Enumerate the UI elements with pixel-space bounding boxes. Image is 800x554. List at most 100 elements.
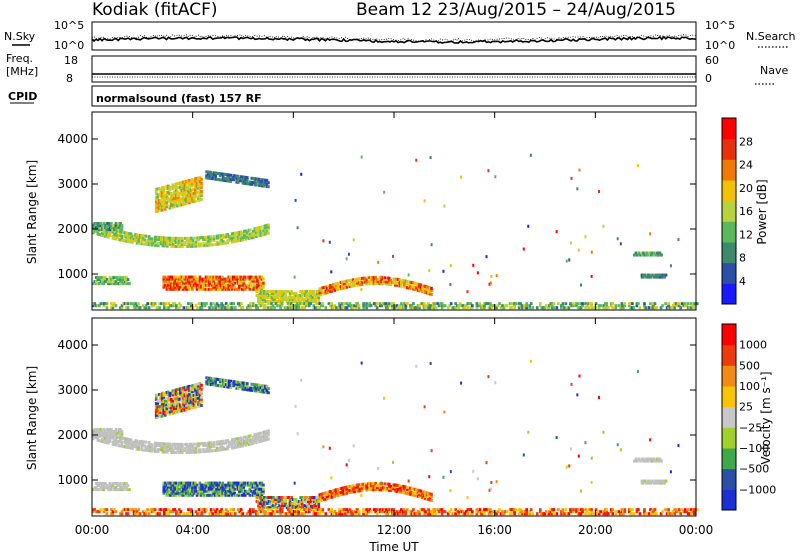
power-cell: [213, 277, 217, 281]
velocity-cell: [628, 510, 631, 514]
power-cell: [179, 181, 182, 185]
power-cell: [120, 238, 124, 242]
power-cell: [95, 280, 98, 284]
velocity-cell: [227, 493, 230, 497]
velocity-cell: [156, 409, 160, 413]
velocity-cell: [576, 393, 579, 397]
velocity-cell: [156, 407, 160, 411]
power-cell: [243, 179, 246, 183]
velocity-cell: [195, 397, 199, 401]
velocity-cell: [436, 508, 439, 512]
velocity-cell: [132, 442, 136, 446]
velocity-cell: [513, 510, 516, 514]
velocity-cell: [320, 492, 323, 496]
velocity-cell: [135, 447, 139, 451]
power-cell: [309, 290, 313, 293]
velocity-cell: [247, 438, 251, 442]
power-cell: [347, 252, 350, 256]
power-cell: [439, 302, 442, 306]
velocity-cell: [261, 502, 265, 506]
velocity-cell: [223, 384, 226, 388]
velocity-cell: [253, 385, 257, 389]
power-cell: [159, 302, 163, 306]
power-cell: [387, 302, 391, 306]
velocity-cell: [254, 487, 258, 491]
power-cell: [102, 280, 106, 284]
velocity-cell: [195, 489, 199, 493]
velocity-cell: [158, 448, 162, 452]
velocity-cell: [252, 435, 255, 439]
colorbar-tick-label: 12: [739, 228, 753, 241]
power-cell: [217, 178, 220, 182]
velocity-cell: [657, 459, 660, 463]
velocity-cell: [654, 459, 657, 463]
velocity-cell: [180, 493, 184, 497]
power-cell: [98, 228, 101, 232]
colorbar-swatch: [722, 180, 736, 202]
velocity-cell: [192, 485, 196, 489]
power-cell: [422, 306, 426, 310]
power-cell: [177, 193, 181, 197]
power-cell: [179, 187, 182, 191]
velocity-cell: [380, 481, 383, 485]
power-cell: [520, 304, 524, 308]
velocity-cell: [651, 457, 654, 461]
power-cell: [407, 286, 411, 290]
power-cell: [99, 280, 103, 284]
velocity-cell: [153, 449, 157, 453]
power-cell: [125, 280, 128, 284]
velocity-cell: [176, 400, 179, 404]
velocity-cell: [180, 489, 184, 493]
velocity-cell: [163, 411, 167, 415]
velocity-cell: [330, 512, 334, 516]
power-cell: [176, 182, 179, 186]
power-cell: [260, 285, 264, 289]
power-cell: [157, 201, 161, 205]
power-cell: [359, 279, 362, 283]
velocity-cell: [321, 496, 325, 500]
velocity-cell: [227, 485, 230, 489]
power-cell: [232, 240, 236, 244]
power-cell: [230, 232, 234, 236]
power-cell: [224, 241, 228, 245]
power-cell: [227, 279, 230, 283]
velocity-cell: [102, 486, 106, 490]
power-cell: [221, 285, 224, 289]
velocity-cell: [125, 441, 128, 445]
power-cell: [265, 223, 269, 227]
velocity-cell: [369, 482, 373, 486]
power-cell: [171, 203, 175, 207]
power-cell: [572, 302, 575, 306]
velocity-cell: [328, 446, 331, 450]
power-cell: [259, 225, 263, 229]
velocity-cell: [218, 487, 221, 491]
velocity-cell: [389, 484, 393, 488]
velocity-cell: [461, 512, 465, 516]
power-cell: [409, 286, 412, 290]
power-cell: [257, 298, 260, 302]
velocity-cell: [93, 428, 97, 432]
velocity-cell: [170, 489, 173, 493]
power-cell: [696, 302, 699, 306]
power-cell: [158, 242, 162, 246]
velocity-cell: [350, 510, 353, 514]
velocity-cell: [220, 442, 223, 446]
power-cell: [336, 287, 340, 291]
power-cell: [99, 226, 103, 230]
velocity-cell: [141, 510, 145, 514]
velocity-cell: [403, 489, 406, 493]
velocity-cell: [173, 403, 176, 407]
power-cell: [654, 273, 657, 277]
velocity-cell: [179, 446, 183, 450]
power-cell: [231, 279, 235, 283]
power-cell: [460, 304, 464, 308]
power-cell: [203, 277, 206, 281]
velocity-cell: [213, 491, 217, 495]
velocity-cell: [171, 409, 175, 413]
power-cell: [168, 281, 172, 285]
power-cell: [250, 232, 254, 236]
power-cell: [463, 306, 467, 310]
power-cell: [597, 304, 601, 308]
velocity-cell: [538, 510, 542, 514]
power-cell: [576, 187, 579, 191]
